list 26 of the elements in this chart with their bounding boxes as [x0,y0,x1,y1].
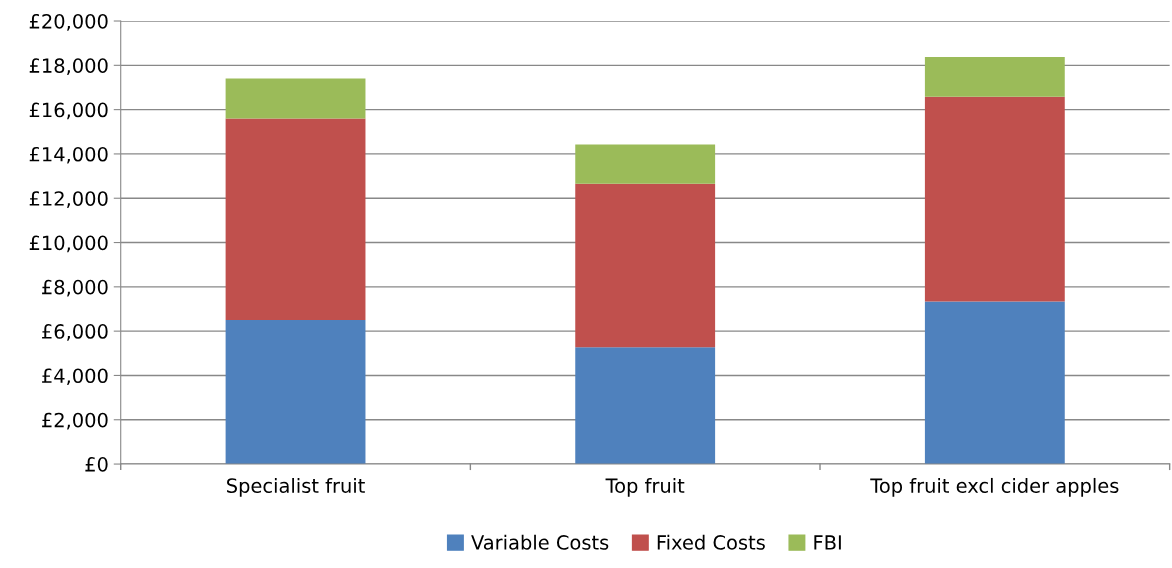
y-tick-label: £14,000 [29,146,108,164]
bar [575,183,716,348]
bar [225,78,366,119]
y-tick-label: £12,000 [29,191,108,208]
y-tick-label: £6,000 [42,324,108,341]
bar [924,301,1065,465]
y-tick-label: £10,000 [29,235,108,253]
bar [575,347,716,465]
x-tick-label: Top fruit excl cider apples [870,477,1119,497]
y-tick-label: £2,000 [42,412,108,430]
bar [924,96,1065,302]
x-tick-label: Top fruit [605,477,685,497]
y-tick-label: £4,000 [42,368,108,386]
y-tick-label: £20,000 [29,13,108,31]
bar [225,118,366,321]
bar [225,320,366,465]
y-tick-label: £16,000 [29,102,108,120]
y-tick-label: £18,000 [29,58,108,75]
bar [575,144,716,184]
y-tick-label: £0 [85,457,108,472]
bar [924,56,1065,97]
y-tick-label: £8,000 [42,279,108,297]
legend-label: FBI [814,535,841,550]
legend-label: Variable Costs [471,534,609,550]
legend-label: Fixed Costs [657,534,765,550]
x-tick-label: Specialist fruit [227,477,365,497]
